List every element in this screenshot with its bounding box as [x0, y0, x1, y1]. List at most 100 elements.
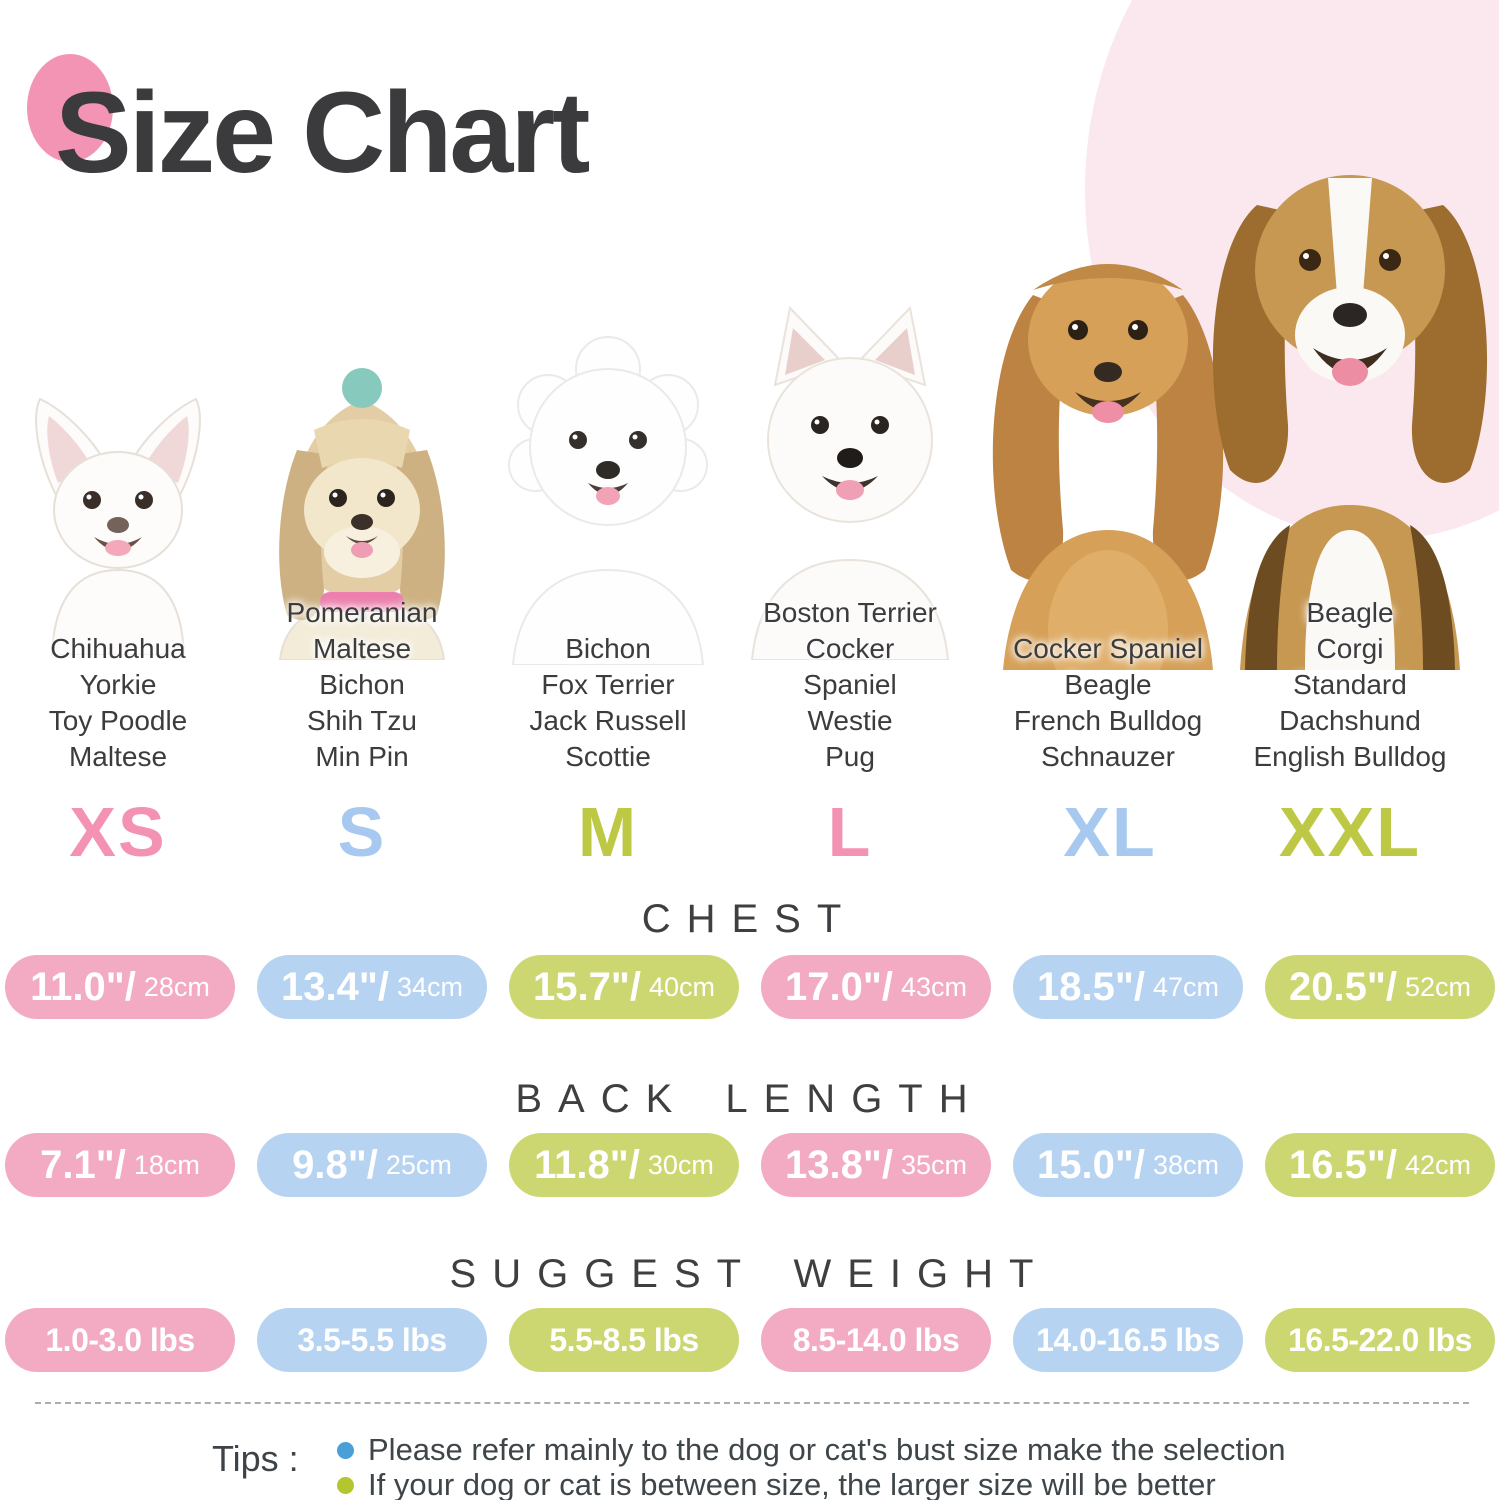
breed-name: Corgi — [1316, 633, 1384, 664]
breed-name: Cocker Spaniel — [1013, 633, 1203, 664]
breed-name: Maltese — [312, 633, 412, 664]
breed-list-xxl: Beagle Corgi Standard Dachshund English … — [1200, 595, 1499, 775]
weight-pill-xs: 1.0-3.0 lbs — [5, 1308, 235, 1372]
breed-name: English Bulldog — [1253, 741, 1447, 772]
breed-list-xs: Chihuahua Yorkie Toy Poodle Maltese — [0, 631, 268, 775]
breed-name: Pug — [825, 741, 875, 772]
breed-list-s: Pomeranian Maltese Bichon Shih Tzu Min P… — [212, 595, 512, 775]
dashed-divider — [35, 1402, 1469, 1404]
weight-pill-xl: 14.0-16.5 lbs — [1013, 1308, 1243, 1372]
back-pill-xxl: 16.5"/42cm — [1265, 1133, 1495, 1197]
weight-pill-m: 5.5-8.5 lbs — [509, 1308, 739, 1372]
back-inches: 15.0"/ — [1037, 1142, 1145, 1187]
back-cm: 18cm — [133, 1149, 200, 1180]
chihuahua-photo — [35, 397, 201, 655]
chest-cm: 28cm — [143, 971, 210, 1002]
cocker-spaniel-photo — [992, 264, 1224, 670]
back-inches: 11.8"/ — [534, 1142, 640, 1187]
breed-list-m: Bichon Fox Terrier Jack Russell Scottie — [458, 631, 758, 775]
back-cm: 42cm — [1404, 1149, 1471, 1180]
chest-inches: 17.0"/ — [785, 964, 893, 1009]
breed-name: Schnauzer — [1041, 741, 1175, 772]
chest-pill-xs: 11.0"/28cm — [5, 955, 235, 1019]
breed-name: Scottie — [565, 741, 651, 772]
weight-pill-xxl: 16.5-22.0 lbs — [1265, 1308, 1495, 1372]
breed-name: French Bulldog — [1013, 705, 1203, 736]
blue-dot-icon — [337, 1442, 354, 1459]
page-title: Size Chart — [55, 69, 590, 197]
breed-name: Maltese — [68, 741, 168, 772]
back-cm: 30cm — [647, 1149, 714, 1180]
breed-name: Dachshund — [1279, 705, 1421, 736]
chest-pill-xxl: 20.5"/52cm — [1265, 955, 1495, 1019]
chest-inches: 18.5"/ — [1037, 964, 1145, 1009]
back-inches: 9.8"/ — [292, 1142, 378, 1187]
green-dot-icon — [337, 1477, 354, 1494]
chest-cm: 43cm — [900, 971, 967, 1002]
chest-cm: 52cm — [1404, 971, 1471, 1002]
back-cm: 35cm — [900, 1149, 967, 1180]
back-pill-xs: 7.1"/18cm — [5, 1133, 235, 1197]
weight-range: 5.5-8.5 lbs — [549, 1321, 699, 1358]
back-inches: 13.8"/ — [785, 1142, 893, 1187]
weight-pill-l: 8.5-14.0 lbs — [761, 1308, 991, 1372]
chest-inches: 15.7"/ — [533, 964, 641, 1009]
size-label-l: L — [827, 793, 873, 871]
breed-name: Yorkie — [79, 669, 157, 700]
chest-header: CHEST — [641, 897, 858, 941]
back-cm: 25cm — [385, 1149, 452, 1180]
weight-range: 3.5-5.5 lbs — [297, 1321, 447, 1358]
back-pill-s: 9.8"/25cm — [257, 1133, 487, 1197]
weight-range: 8.5-14.0 lbs — [792, 1321, 960, 1358]
back-cm: 38cm — [1152, 1149, 1219, 1180]
chest-inches: 13.4"/ — [281, 964, 389, 1009]
size-label-s: S — [337, 793, 387, 871]
tips-label: Tips : — [212, 1438, 299, 1479]
breed-name: Boston Terrier — [763, 597, 937, 628]
breed-name: Cocker — [805, 633, 895, 664]
tip-text-1: Please refer mainly to the dog or cat's … — [368, 1432, 1286, 1467]
chest-pill-m: 15.7"/40cm — [509, 955, 739, 1019]
breed-name: Westie — [807, 705, 893, 736]
size-label-xxl: XXL — [1278, 793, 1422, 871]
breed-name: Bichon — [565, 633, 651, 664]
breed-name: Toy Poodle — [48, 705, 188, 736]
breed-name: Bichon — [319, 669, 405, 700]
chest-pill-xl: 18.5"/47cm — [1013, 955, 1243, 1019]
back-inches: 16.5"/ — [1289, 1142, 1397, 1187]
beagle-photo — [1212, 175, 1488, 670]
breed-name: Chihuahua — [50, 633, 186, 664]
chest-cm: 40cm — [648, 971, 715, 1002]
breed-name: Jack Russell — [529, 705, 687, 736]
breed-name: Spaniel — [803, 669, 897, 700]
breed-name: Fox Terrier — [541, 669, 675, 700]
breed-name: Min Pin — [315, 741, 409, 772]
breed-name: Pomeranian — [286, 597, 438, 628]
chest-pill-s: 13.4"/34cm — [257, 955, 487, 1019]
chest-inches: 20.5"/ — [1289, 964, 1397, 1009]
back-inches: 7.1"/ — [40, 1142, 126, 1187]
pink-dot-accent — [27, 54, 113, 162]
bichon-photo — [508, 336, 708, 665]
westie-photo — [750, 305, 950, 660]
breed-name: Shih Tzu — [307, 705, 417, 736]
chest-pill-l: 17.0"/43cm — [761, 955, 991, 1019]
back-pill-m: 11.8"/30cm — [509, 1133, 739, 1197]
back-pill-xl: 15.0"/38cm — [1013, 1133, 1243, 1197]
breed-list-xl: Cocker Spaniel Beagle French Bulldog Sch… — [958, 631, 1258, 775]
back-length-header: BACK LENGTH — [515, 1077, 984, 1121]
shih-tzu-photo — [278, 368, 446, 660]
suggest-weight-header: SUGGEST WEIGHT — [449, 1252, 1050, 1296]
weight-range: 1.0-3.0 lbs — [45, 1321, 195, 1358]
tip-text-2: If your dog or cat is between size, the … — [368, 1467, 1216, 1500]
breed-name: Beagle — [1306, 597, 1394, 628]
weight-range: 14.0-16.5 lbs — [1036, 1321, 1220, 1358]
breed-list-l: Boston Terrier Cocker Spaniel Westie Pug — [700, 595, 1000, 775]
weight-pill-s: 3.5-5.5 lbs — [257, 1308, 487, 1372]
back-pill-l: 13.8"/35cm — [761, 1133, 991, 1197]
chest-inches: 11.0"/ — [30, 964, 136, 1009]
breed-name: Standard — [1293, 669, 1407, 700]
chest-cm: 34cm — [396, 971, 463, 1002]
size-label-xl: XL — [1063, 793, 1157, 871]
